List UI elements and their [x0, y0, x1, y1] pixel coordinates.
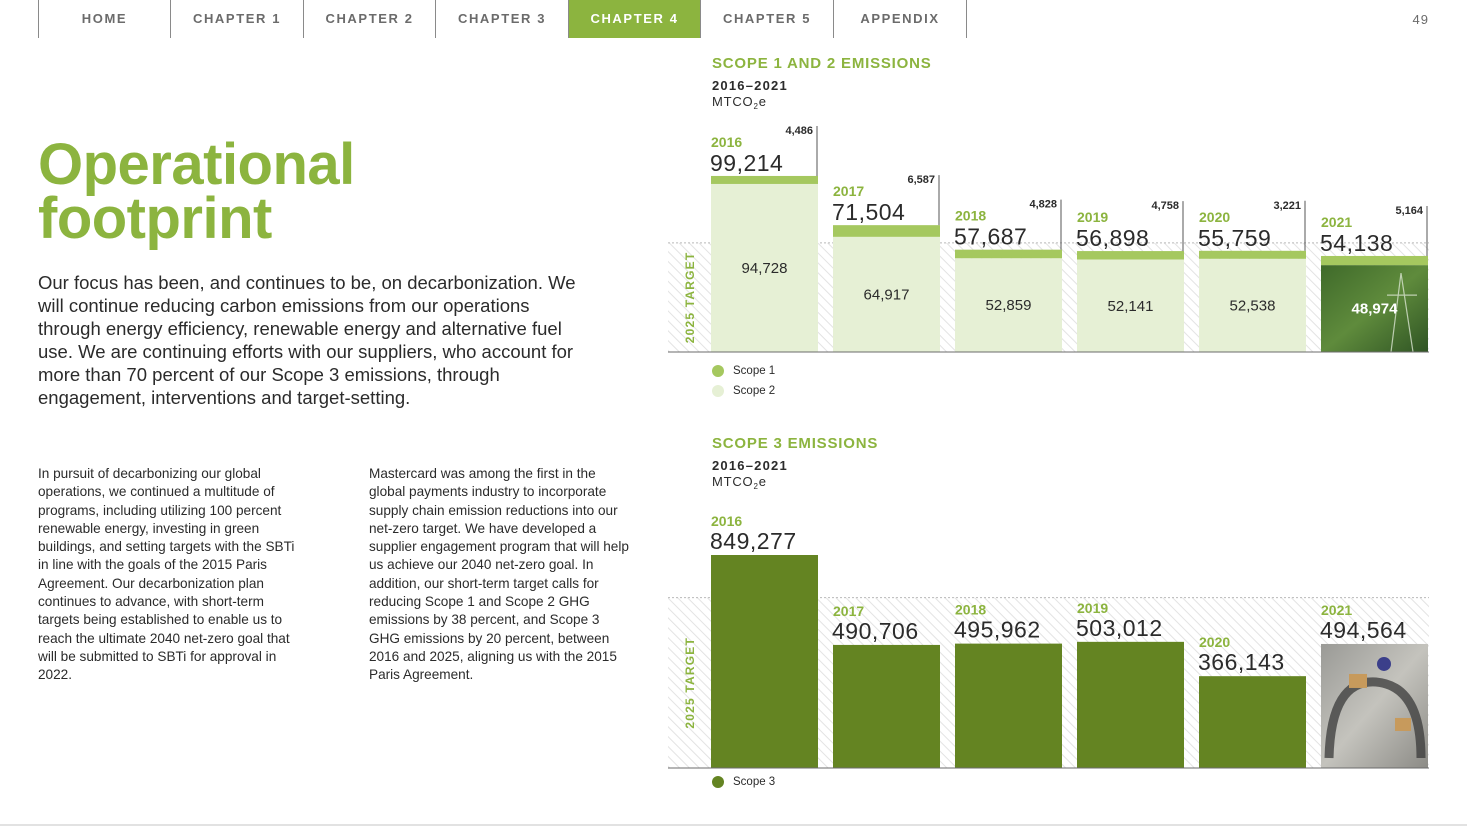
bar-scope3-2018 — [955, 643, 1062, 768]
body-text-col2: Mastercard was among the first in the gl… — [369, 466, 629, 683]
year-label-2020: 2020 — [1199, 209, 1230, 225]
intro-paragraph: Our focus has been, and continues to be,… — [38, 272, 576, 408]
legend-swatch-scope3 — [712, 776, 724, 788]
scope1-value-2017: 6,587 — [907, 174, 935, 186]
page-title-line2: footprint — [38, 186, 272, 251]
scope2-value-2017: 64,917 — [864, 286, 910, 303]
bar-scope2-2017 — [833, 236, 940, 352]
bar-scope1-2019 — [1077, 251, 1184, 260]
year-label-2016: 2016 — [711, 513, 742, 529]
bar-scope2-2018 — [955, 258, 1062, 352]
nav-tab-chapter-2[interactable]: CHAPTER 2 — [304, 0, 436, 38]
scope2-value-2016: 94,728 — [742, 260, 788, 277]
total-value-2021: 54,138 — [1320, 230, 1393, 256]
chart1-years: 2016–2021 — [712, 78, 788, 93]
bar-scope2-2016 — [711, 183, 818, 352]
legend-swatch-scope2 — [712, 385, 724, 397]
bottom-rule — [0, 824, 1467, 826]
photo-box-icon — [1395, 717, 1411, 731]
scope1-value-2021: 5,164 — [1395, 205, 1423, 217]
year-label-2020: 2020 — [1199, 634, 1230, 650]
legend-label-scope3: Scope 3 — [733, 776, 776, 788]
photo-conveyor-icon — [1324, 677, 1426, 759]
nav-tab-chapter-3[interactable]: CHAPTER 3 — [436, 0, 569, 38]
legend-label-scope1: Scope 1 — [733, 365, 776, 377]
bar-scope1-2016 — [711, 175, 818, 184]
bar-scope1-2018 — [955, 249, 1062, 259]
nav-tab-chapter-5[interactable]: CHAPTER 5 — [701, 0, 834, 38]
year-label-2019: 2019 — [1077, 209, 1108, 225]
year-label-2017: 2017 — [833, 603, 864, 619]
year-label-2018: 2018 — [955, 602, 986, 618]
total-value-2018: 57,687 — [954, 224, 1027, 250]
photo-box-icon — [1349, 673, 1367, 688]
nav-tab-chapter-1[interactable]: CHAPTER 1 — [171, 0, 304, 38]
chart1-title: SCOPE 1 AND 2 EMISSIONS — [712, 55, 932, 72]
chart2-unit: MTCO2e — [712, 474, 767, 491]
value-label-2021: 494,564 — [1320, 617, 1407, 643]
chart2-target-label: 2025 TARGET — [683, 637, 697, 729]
year-label-2019: 2019 — [1077, 600, 1108, 616]
bar-scope1-2017 — [833, 225, 940, 237]
value-label-2018: 495,962 — [954, 617, 1041, 643]
scope2-value-2018: 52,859 — [986, 297, 1032, 314]
chart2-years: 2016–2021 — [712, 458, 788, 473]
scope1-value-2018: 4,828 — [1029, 199, 1057, 211]
page-title: Operational footprint — [38, 132, 355, 251]
total-value-2019: 56,898 — [1076, 225, 1149, 251]
page-number: 49 — [1412, 12, 1429, 27]
value-label-2017: 490,706 — [832, 618, 919, 644]
year-label-2021: 2021 — [1321, 214, 1352, 230]
chart1-unit: MTCO2e — [712, 94, 767, 111]
bar-scope2-2019 — [1077, 259, 1184, 352]
year-label-2021: 2021 — [1321, 602, 1352, 618]
chart2-legend: Scope 3 — [712, 772, 775, 792]
legend-item-scope2: Scope 2 — [712, 381, 775, 401]
chart1-target-label: 2025 TARGET — [683, 252, 697, 344]
value-label-2020: 366,143 — [1198, 649, 1285, 675]
nav-tab-home[interactable]: HOME — [38, 0, 171, 38]
year-label-2017: 2017 — [833, 183, 864, 199]
scope1-value-2016: 4,486 — [785, 125, 813, 137]
bar-scope3-2017 — [833, 644, 940, 768]
bar-scope3-2016 — [711, 555, 818, 768]
top-nav: HOME CHAPTER 1 CHAPTER 2 CHAPTER 3 CHAPTER 4… — [38, 0, 967, 38]
total-value-2017: 71,504 — [832, 199, 905, 225]
legend-swatch-scope1 — [712, 365, 724, 377]
photo-worker-icon — [1377, 656, 1391, 671]
bar-scope1-2020 — [1199, 250, 1306, 259]
total-value-2016: 99,214 — [710, 150, 783, 176]
legend-item-scope3: Scope 3 — [712, 772, 775, 792]
bar-scope3-2019 — [1077, 641, 1184, 768]
chart2-title: SCOPE 3 EMISSIONS — [712, 435, 879, 452]
value-label-2019: 503,012 — [1076, 615, 1163, 641]
bar-scope3-2020 — [1199, 676, 1306, 768]
legend-item-scope1: Scope 1 — [712, 361, 775, 381]
nav-tab-chapter-4[interactable]: CHAPTER 4 — [569, 0, 701, 38]
scope1-value-2019: 4,758 — [1151, 200, 1179, 212]
scope2-value-2020: 52,538 — [1230, 297, 1276, 314]
total-value-2020: 55,759 — [1198, 225, 1271, 251]
scope2-value-2019: 52,141 — [1108, 298, 1154, 315]
photo-pylon-icon — [1387, 273, 1417, 353]
year-label-2016: 2016 — [711, 134, 742, 150]
bar-scope2-2021 — [1321, 265, 1428, 352]
value-label-2016: 849,277 — [710, 528, 797, 554]
nav-tab-appendix[interactable]: APPENDIX — [834, 0, 967, 38]
scope1-value-2020: 3,221 — [1273, 200, 1301, 212]
body-text-col1: In pursuit of decarbonizing our global o… — [38, 466, 295, 683]
chart1-legend: Scope 1 Scope 2 — [712, 361, 775, 401]
legend-label-scope2: Scope 2 — [733, 385, 776, 397]
bar-scope1-2021 — [1321, 255, 1428, 266]
year-label-2018: 2018 — [955, 208, 986, 224]
page-title-line1: Operational — [38, 132, 355, 197]
bar-scope2-2020 — [1199, 258, 1306, 352]
scope2-value-2021: 48,974 — [1352, 301, 1399, 318]
